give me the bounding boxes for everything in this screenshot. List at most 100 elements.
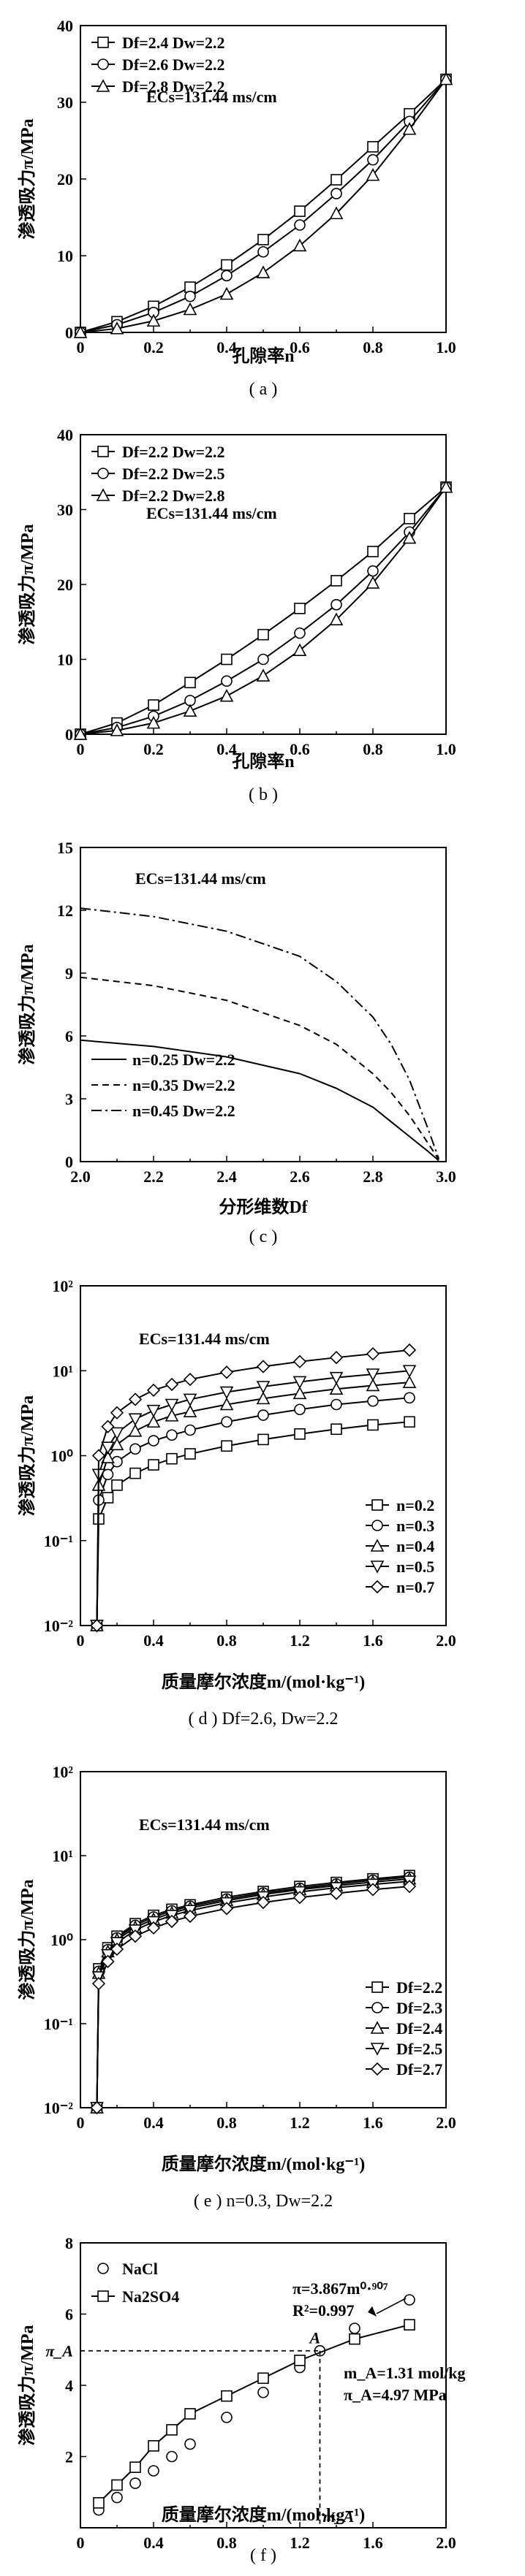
- data-point: [111, 2491, 123, 2504]
- x-tick-label: 1.2: [290, 1631, 310, 1650]
- data-point: [165, 1398, 179, 1412]
- r2-value: R²=0.997: [292, 2301, 355, 2320]
- series-line-1: [98, 2324, 410, 2504]
- data-point: [221, 1440, 233, 1452]
- data-point: [166, 2450, 178, 2463]
- data-point: [183, 1909, 197, 1924]
- data-point: [221, 270, 233, 282]
- legend-marker: [370, 1561, 385, 1574]
- data-point: [402, 1343, 417, 1357]
- data-point: [292, 1891, 307, 1905]
- x-tick-label: 1.6: [363, 2534, 383, 2552]
- data-point: [366, 1368, 380, 1382]
- legend-marker: [97, 2263, 109, 2274]
- legend-marker: [96, 79, 110, 92]
- y-axis-label: 渗透吸力π/MPa: [17, 944, 37, 1064]
- y-axis-label: 渗透吸力π/MPa: [17, 2325, 37, 2445]
- y-tick-label: 0: [65, 725, 73, 744]
- data-point: [148, 1435, 159, 1447]
- data-point: [73, 727, 88, 740]
- legend-label: n=0.45 Dw=2.2: [132, 1102, 235, 1120]
- x-tick-label: 1.0: [436, 740, 456, 758]
- data-point: [404, 2319, 415, 2331]
- y-tick-label: 2: [65, 2448, 73, 2466]
- y-tick-label: 10²: [52, 1763, 73, 1781]
- data-point: [110, 1406, 124, 1420]
- legend-marker: [370, 1539, 385, 1552]
- series-line-2: [80, 907, 439, 1159]
- data-point: [166, 1452, 178, 1465]
- data-point: [73, 325, 88, 338]
- series-line-2: [80, 78, 447, 333]
- data-point: [402, 1375, 417, 1388]
- y-marker-label: π_A: [45, 2342, 73, 2360]
- x-tick-label: 0.4: [216, 740, 237, 758]
- x-tick-label: 1.2: [290, 2534, 310, 2552]
- y-tick-label: 10²: [52, 1277, 73, 1295]
- data-point: [183, 302, 197, 316]
- mA-label: m_A=1.31 mol/kg: [344, 2364, 466, 2382]
- legend-marker: [370, 1579, 385, 1594]
- legend-label: Df=2.8 Dw=2.2: [122, 77, 225, 96]
- x-tick-label: 0.8: [216, 2534, 237, 2552]
- data-point: [294, 602, 306, 614]
- data-point: [146, 313, 161, 327]
- series-line-0: [96, 1421, 410, 1626]
- x-tick-label: 2.0: [436, 2534, 456, 2552]
- data-point: [148, 2465, 159, 2477]
- conductivity-annotation: ECs=131.44 ms/cm: [146, 504, 277, 522]
- y-tick-label: 15: [57, 839, 73, 857]
- x-tick-label: 1.2: [290, 2114, 310, 2132]
- data-point: [219, 1397, 234, 1411]
- data-point: [439, 72, 453, 85]
- data-point: [183, 1393, 197, 1407]
- x-tick-label: 0.8: [363, 338, 383, 357]
- y-tick-label: 6: [65, 1027, 73, 1045]
- chart-panel-c: 2.0 2.2 2.4 2.6 2.8 3.0 0 3 6 9 12 15 分形维数Df 渗透吸力π/MP…: [17, 839, 456, 1246]
- conductivity-annotation: ECs=131.44 ms/cm: [135, 869, 266, 888]
- series-line-1: [96, 1876, 410, 2108]
- data-point: [367, 153, 379, 166]
- x-tick-label: 0: [77, 740, 85, 758]
- data-point: [257, 2386, 269, 2398]
- data-point: [93, 2497, 105, 2509]
- data-point: [166, 1429, 178, 1441]
- data-point: [101, 1420, 115, 1433]
- conductivity-annotation: ECs=131.44 ms/cm: [139, 1330, 270, 1348]
- legend-label: n=0.3: [396, 1517, 434, 1535]
- data-point: [294, 1428, 306, 1440]
- y-tick-label: 10¹: [52, 1847, 73, 1865]
- legend-label: Na2SO4: [122, 2287, 179, 2306]
- data-point: [349, 2333, 360, 2345]
- y-axis-label: 渗透吸力π/MPa: [17, 524, 37, 644]
- data-point: [367, 141, 379, 153]
- piA-label: π_A=4.97 MPa: [344, 2386, 447, 2404]
- x-tick-label: 2.8: [363, 1167, 383, 1186]
- data-point: [294, 205, 306, 217]
- legend-label: n=0.2: [396, 1496, 434, 1514]
- data-point: [184, 2408, 196, 2420]
- data-point: [402, 1365, 417, 1378]
- series-line-0: [80, 78, 447, 333]
- x-tick-label: 0: [77, 2534, 85, 2552]
- data-point: [329, 206, 344, 220]
- y-tick-label: 0: [65, 1153, 73, 1171]
- data-point: [257, 1433, 269, 1446]
- data-point: [219, 286, 234, 300]
- legend-label: Df=2.6 Dw=2.2: [122, 56, 225, 74]
- y-tick-label: 40: [57, 17, 73, 35]
- data-point: [331, 575, 342, 587]
- legend-label: Df=2.2 Dw=2.2: [122, 443, 225, 461]
- legend-marker: [97, 2290, 109, 2302]
- data-point: [129, 2461, 141, 2473]
- series-line-2: [96, 1382, 410, 1626]
- data-point: [129, 1443, 141, 1455]
- data-point: [367, 1419, 379, 1431]
- y-tick-label: 10⁰: [50, 1931, 73, 1949]
- data-point: [294, 219, 306, 231]
- data-point: [366, 576, 380, 589]
- data-point: [292, 643, 307, 657]
- data-point: [367, 546, 379, 557]
- x-tick-label: 0: [77, 2114, 85, 2132]
- chart-panel-b: 0 0.2 0.4 0.6 0.8 1.0 0 10 20 30 40 孔隙率n 渗透吸力π/MPa ( …: [17, 426, 456, 804]
